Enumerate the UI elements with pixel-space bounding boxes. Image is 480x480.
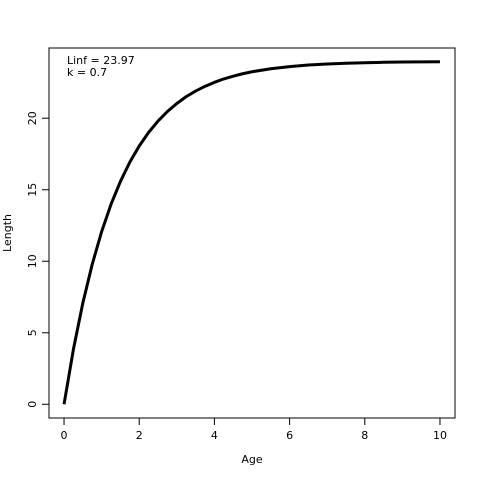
annotation: k = 0.7 [67, 66, 107, 79]
x-tick-label: 0 [61, 429, 68, 442]
x-tick-label: 2 [136, 429, 143, 442]
y-tick-label: 10 [26, 254, 39, 268]
y-tick-label: 5 [26, 329, 39, 336]
x-axis-title: Age [241, 453, 263, 466]
x-tick-label: 8 [361, 429, 368, 442]
annotation: Linf = 23.97 [67, 54, 135, 67]
x-tick-label: 10 [433, 429, 447, 442]
growth-curve [62, 60, 440, 405]
plot-frame [48, 47, 456, 419]
y-tick-label: 15 [26, 183, 39, 197]
y-axis-title: Length [1, 214, 14, 252]
x-tick-label: 6 [286, 429, 293, 442]
x-tick-label: 4 [211, 429, 218, 442]
y-tick-label: 20 [26, 111, 39, 125]
y-tick-label: 0 [26, 401, 39, 408]
